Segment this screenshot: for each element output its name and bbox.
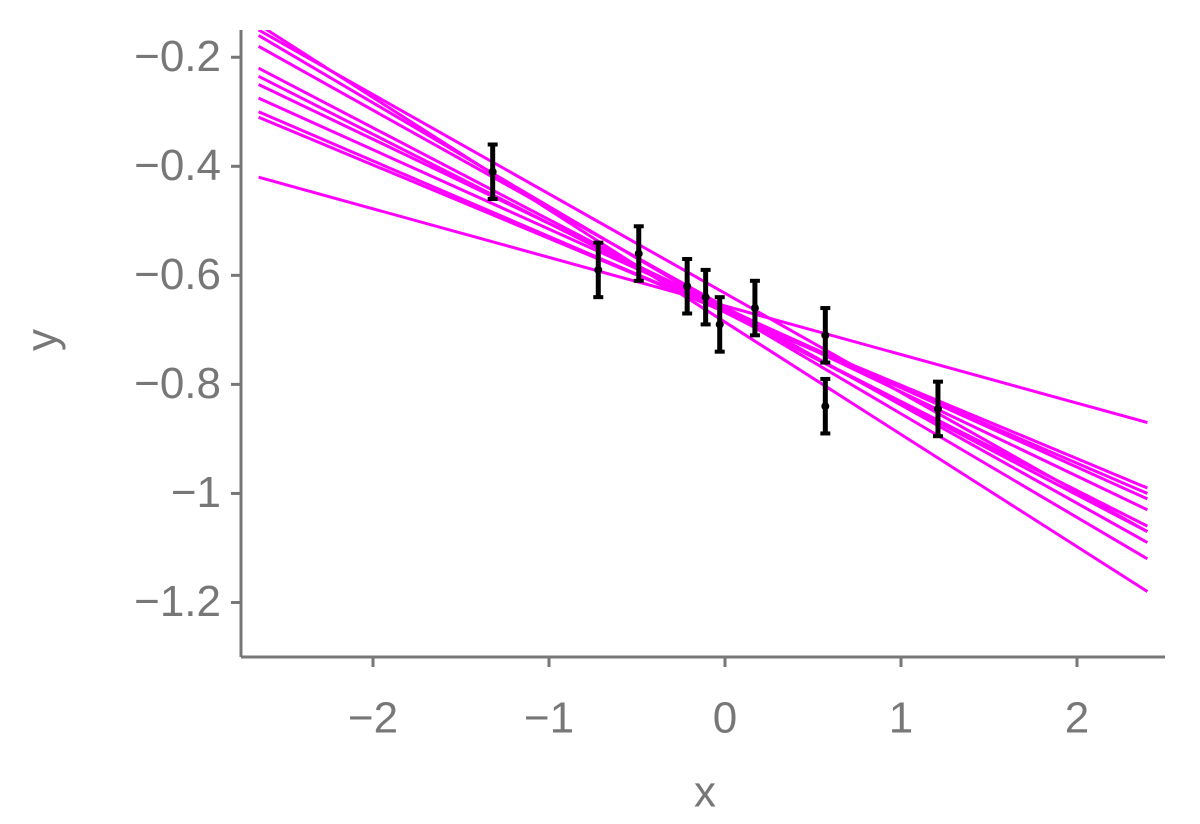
- data-point: [821, 331, 830, 340]
- data-point: [715, 320, 724, 329]
- y-tick-label: −1: [171, 468, 221, 517]
- x-tick-label: 0: [713, 694, 737, 743]
- y-tick-label: −1.2: [134, 577, 221, 626]
- y-tick-label: −0.2: [134, 32, 221, 81]
- data-point: [701, 293, 710, 302]
- x-tick-label: 2: [1065, 694, 1089, 743]
- data-point: [821, 402, 830, 411]
- data-point: [683, 282, 692, 291]
- x-tick-label: −2: [348, 694, 398, 743]
- data-point: [750, 304, 759, 313]
- data-point: [488, 167, 497, 176]
- y-axis-label: y: [18, 329, 67, 351]
- x-tick-label: −1: [524, 694, 574, 743]
- sample-line: [257, 30, 1149, 533]
- data-point: [933, 404, 942, 413]
- y-tick-label: −0.6: [134, 250, 221, 299]
- data-point: [634, 249, 643, 258]
- y-tick-label: −0.8: [134, 359, 221, 408]
- y-tick-label: −0.4: [134, 141, 221, 190]
- data-point: [594, 265, 603, 274]
- x-tick-label: 1: [889, 694, 913, 743]
- x-axis-label: x: [694, 768, 716, 817]
- plot-area: [257, 30, 1149, 593]
- sample-line: [264, 30, 1149, 593]
